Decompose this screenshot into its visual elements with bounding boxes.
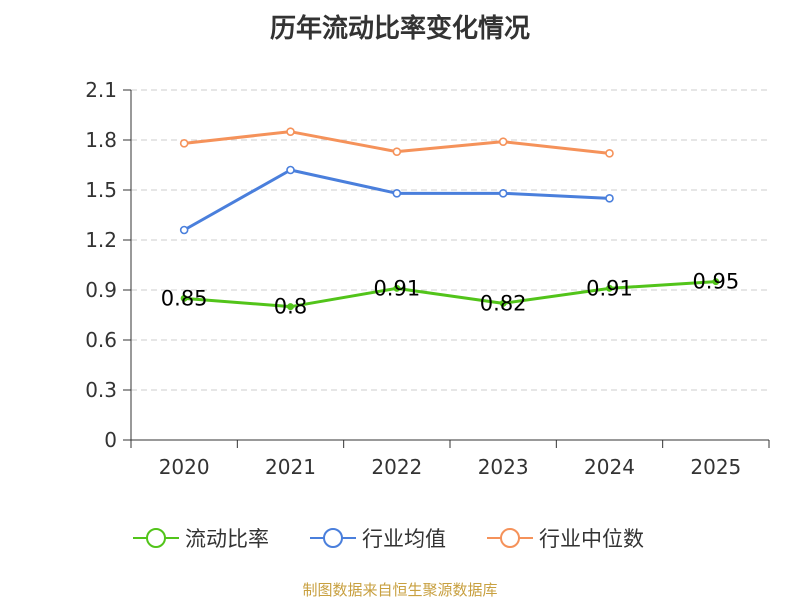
data-point	[180, 294, 188, 302]
legend-marker-industry-median	[487, 528, 533, 548]
data-point	[286, 127, 295, 136]
x-tick-label: 2020	[159, 455, 210, 479]
data-label: 0.91	[373, 276, 420, 300]
data-point	[286, 165, 295, 175]
x-tick-label: 2021	[265, 455, 316, 479]
data-point	[287, 303, 294, 311]
x-tick-label: 2024	[584, 455, 635, 479]
data-point	[393, 284, 401, 292]
legend-item-industry-average[interactable]: 行业均值	[310, 521, 446, 555]
data-point	[179, 225, 189, 235]
legend-label-current-ratio: 流动比率	[185, 527, 269, 551]
series-line	[183, 168, 610, 232]
data-point	[392, 189, 402, 198]
data-point	[606, 284, 613, 292]
legend-label-industry-average: 行业均值	[362, 527, 446, 551]
legend-item-industry-median[interactable]: 行业中位数	[487, 521, 644, 555]
y-tick-label: 1.5	[85, 178, 117, 202]
x-tick-label: 2025	[690, 455, 741, 479]
y-tick-label: 0.9	[85, 278, 117, 302]
data-label: 0.91	[586, 276, 633, 300]
data-label: 0.8	[274, 295, 307, 319]
y-tick-label: 2.1	[85, 78, 117, 102]
data-point	[499, 299, 507, 307]
data-label: 0.95	[692, 270, 739, 294]
x-tick-label: 2023	[478, 455, 529, 479]
x-tick-label: 2022	[371, 455, 422, 479]
data-point	[712, 278, 720, 286]
data-label: 0.85	[161, 286, 208, 310]
legend: 流动比率 行业均值 行业中位数	[0, 521, 800, 555]
data-point	[605, 149, 614, 158]
legend-item-current-ratio[interactable]: 流动比率	[133, 521, 269, 555]
chart-title: 历年流动比率变化情况	[269, 14, 530, 44]
y-tick-label: 0	[104, 428, 117, 452]
data-point	[179, 139, 189, 148]
data-point	[392, 147, 402, 156]
data-point	[605, 194, 614, 203]
y-tick-label: 0.6	[85, 328, 117, 352]
data-label: 0.82	[480, 291, 527, 315]
series-line	[184, 280, 716, 309]
data-source-note: 制图数据来自恒生聚源数据库	[302, 581, 498, 599]
y-tick-label: 1.2	[85, 228, 117, 252]
y-tick-label: 1.8	[85, 128, 117, 152]
y-tick-label: 0.3	[85, 378, 117, 402]
data-point	[498, 137, 508, 146]
data-point	[498, 189, 508, 198]
legend-label-industry-median: 行业中位数	[539, 527, 644, 551]
legend-marker-current-ratio	[133, 528, 179, 548]
legend-marker-industry-average	[310, 528, 356, 548]
